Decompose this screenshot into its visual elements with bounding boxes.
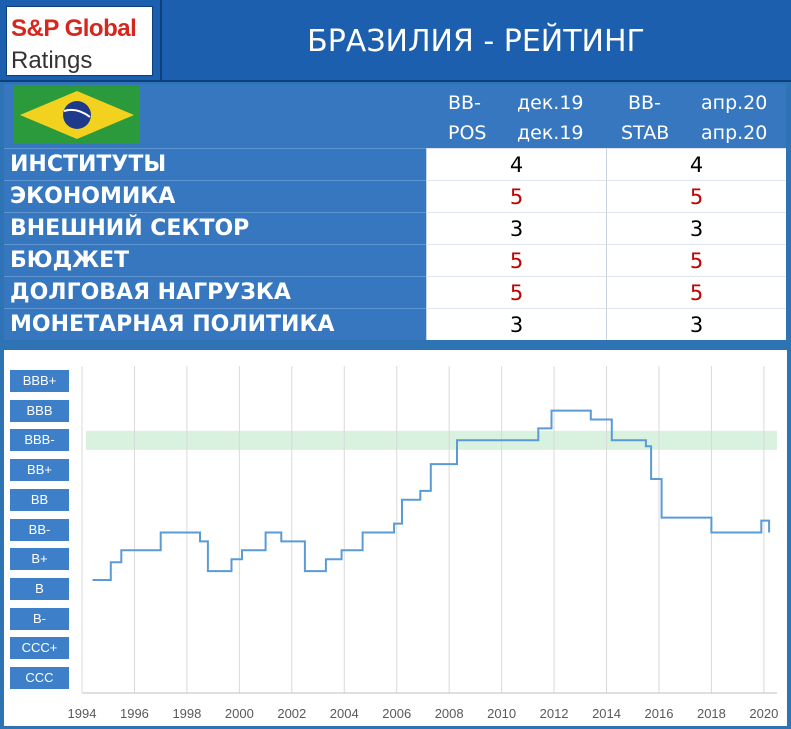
logo-line2: Ratings: [11, 47, 93, 74]
rating-history-chart: 1994 1996 1998 2000 2002 2004 2006 2008 2010 2012…: [4, 350, 787, 726]
y-category-label: BB-: [10, 518, 69, 541]
x-tick-label: 2012: [540, 706, 569, 721]
y-category-label: BBB+: [10, 369, 69, 392]
row-institutions-value-2: 4: [606, 148, 786, 180]
y-category-label: B-: [10, 607, 69, 630]
row-external-sector-value-2: 3: [606, 212, 786, 244]
row-debt-burden-value-2: 5: [606, 276, 786, 308]
x-tick-label: 2004: [330, 706, 359, 721]
column-header-2: BB- апр.20 STAB апр.20: [606, 84, 786, 148]
y-category-label: CCC+: [10, 637, 69, 660]
x-tick-label: 2010: [487, 706, 516, 721]
x-tick-label: 2008: [435, 706, 464, 721]
row-monetary-policy-value-1: 3: [426, 308, 606, 340]
col2-outlook: STAB: [621, 122, 670, 144]
y-category-label: B: [10, 577, 69, 600]
row-label-monetary-policy: МОНЕТАРНАЯ ПОЛИТИКА: [4, 308, 426, 340]
col2-date-top: апр.20: [701, 92, 768, 114]
row-label-institutions: ИНСТИТУТЫ: [4, 148, 426, 180]
sp-global-logo: S&P Global Ratings: [6, 6, 153, 76]
rating-factors-table: BB- дек.19 POS дек.19 BB- апр.20 STAB ап…: [4, 84, 786, 346]
col1-outlook: POS: [448, 122, 487, 144]
x-tick-label: 1998: [172, 706, 201, 721]
flag-cell: [4, 84, 426, 148]
col2-rating: BB-: [628, 92, 661, 114]
col1-date-top: дек.19: [517, 92, 584, 114]
y-category-label: BBB-: [10, 429, 69, 452]
x-tick-label: 2020: [749, 706, 778, 721]
y-category-label: BB+: [10, 459, 69, 482]
brazil-flag-icon: [14, 86, 140, 144]
row-monetary-policy-value-2: 3: [606, 308, 786, 340]
row-label-economy: ЭКОНОМИКА: [4, 180, 426, 212]
x-tick-label: 2006: [382, 706, 411, 721]
column-header-1: BB- дек.19 POS дек.19: [426, 84, 606, 148]
col1-rating: BB-: [448, 92, 481, 114]
x-tick-label: 2016: [645, 706, 674, 721]
row-label-budget: БЮДЖЕТ: [4, 244, 426, 276]
x-tick-label: 2000: [225, 706, 254, 721]
row-debt-burden-value-1: 5: [426, 276, 606, 308]
row-economy-value-1: 5: [426, 180, 606, 212]
row-label-external-sector: ВНЕШНИЙ СЕКТОР: [4, 212, 426, 244]
y-category-label: BB: [10, 488, 69, 511]
x-tick-label: 2014: [592, 706, 621, 721]
row-budget-value-1: 5: [426, 244, 606, 276]
page-title: БРАЗИЛИЯ - РЕЙТИНГ: [160, 0, 790, 82]
x-tick-label: 1994: [68, 706, 97, 721]
y-category-label: CCC: [10, 667, 69, 690]
logo-line1: S&P Global: [11, 15, 137, 42]
y-category-label: B+: [10, 548, 69, 571]
row-institutions-value-1: 4: [426, 148, 606, 180]
rating-step-line: [92, 409, 771, 581]
x-tick-label: 2018: [697, 706, 726, 721]
col2-date-bottom: апр.20: [701, 122, 768, 144]
col1-date-bottom: дек.19: [517, 122, 584, 144]
row-budget-value-2: 5: [606, 244, 786, 276]
x-tick-label: 1996: [120, 706, 149, 721]
x-tick-label: 2002: [277, 706, 306, 721]
row-label-debt-burden: ДОЛГОВАЯ НАГРУЗКА: [4, 276, 426, 308]
row-economy-value-2: 5: [606, 180, 786, 212]
rating-history-svg: 1994 1996 1998 2000 2002 2004 2006 2008 2010 2012…: [68, 366, 778, 721]
header: S&P Global Ratings БРАЗИЛИЯ - РЕЙТИНГ: [0, 0, 791, 82]
y-category-label: BBB: [10, 399, 69, 422]
highlight-band: [86, 430, 777, 450]
row-external-sector-value-1: 3: [426, 212, 606, 244]
